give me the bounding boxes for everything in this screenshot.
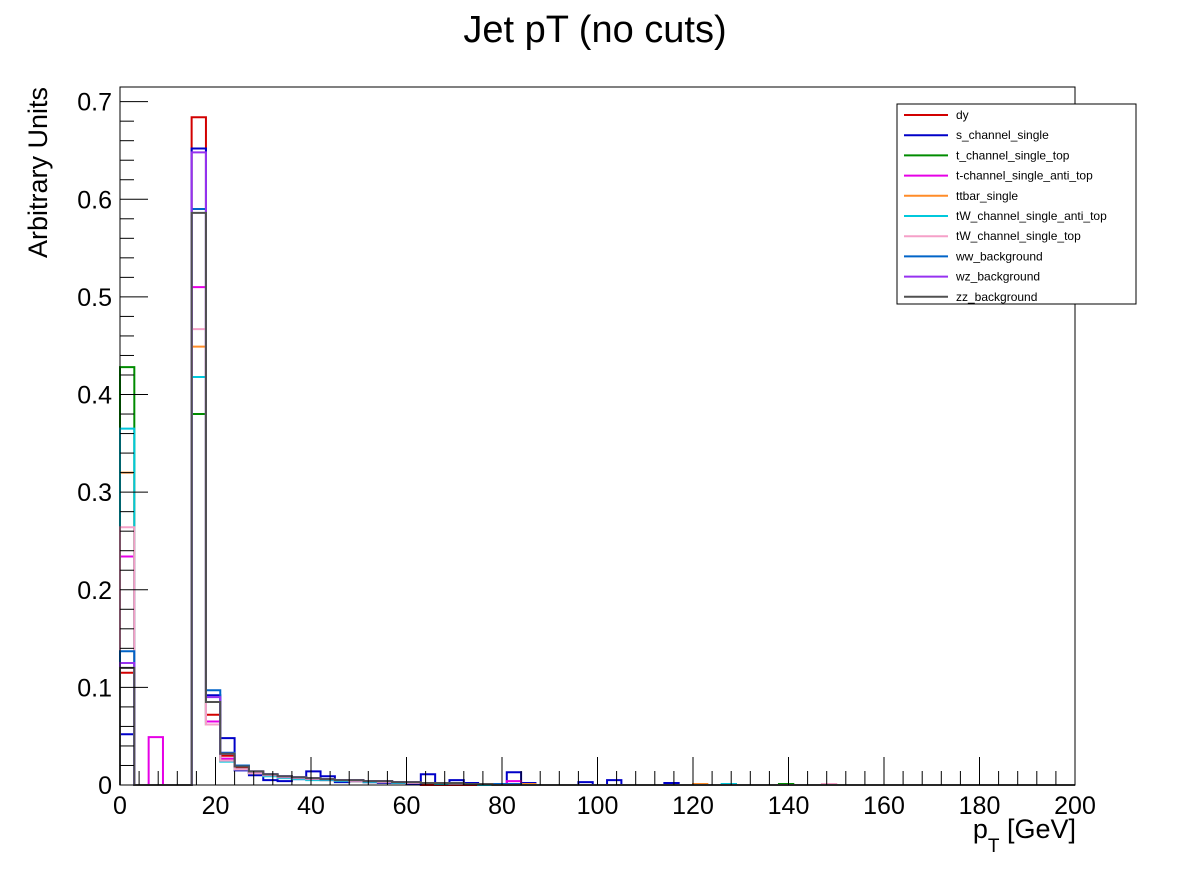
x-tick-label: 180 [959,792,1001,820]
legend-label: t-channel_single_anti_top [956,169,1093,183]
legend-entry: ttbar_single [904,189,1018,203]
legend-label: tW_channel_single_top [956,229,1081,243]
x-tick-label: 200 [1054,792,1096,820]
legend-label: t_channel_single_top [956,148,1070,162]
legend-label: tW_channel_single_anti_top [956,209,1107,223]
x-axis-label-subscript: T [988,836,1000,857]
legend-label: ttbar_single [956,189,1018,203]
y-tick-label: 0.1 [77,674,112,702]
legend-entry: wz_background [904,270,1040,284]
legend-entry: zz_background [904,290,1037,304]
x-axis-label: pT [GeV] [973,814,1076,857]
y-tick-label: 0.6 [77,186,112,214]
legend-label: dy [956,108,969,122]
legend-label: zz_background [956,290,1037,304]
y-tick-label: 0.4 [77,382,112,410]
legend-entry: ww_background [904,249,1043,263]
x-tick-label: 20 [202,792,230,820]
legend-label: wz_background [955,270,1040,284]
legend-entry: t_channel_single_top [904,148,1070,162]
legend-entry: tW_channel_single_anti_top [904,209,1107,223]
x-axis-ticks [119,757,1076,785]
y-tick-label: 0.5 [77,284,112,312]
y-tick-label: 0.3 [77,479,112,507]
x-tick-label: 80 [488,792,516,820]
y-tick-label: 0 [98,772,112,800]
y-axis-ticks [120,101,148,786]
y-axis-tick-labels: 0 0.1 0.2 0.3 0.4 0.5 0.6 0.7 [77,89,112,800]
x-tick-label: 120 [672,792,714,820]
x-tick-label: 60 [393,792,421,820]
x-tick-label: 40 [297,792,325,820]
x-tick-label: 140 [768,792,810,820]
legend-entry: t-channel_single_anti_top [904,169,1093,183]
legend-entry: s_channel_single [904,128,1049,142]
legend-entry: dy [904,108,969,122]
x-axis-label-unit: [GeV] [999,814,1076,844]
y-tick-label: 0.7 [77,89,112,117]
legend-entry: tW_channel_single_top [904,229,1081,243]
legend-label: s_channel_single [956,128,1049,142]
y-tick-label: 0.2 [77,577,112,605]
chart-title: Jet pT (no cuts) [463,9,726,51]
legend-box [896,103,1137,305]
x-axis-label-main: p [973,814,988,844]
x-tick-label: 100 [577,792,619,820]
x-tick-label: 160 [863,792,905,820]
legend-label: ww_background [955,249,1043,263]
legend: dy s_channel_single t_channel_single_top t-… [896,103,1137,305]
x-tick-label: 0 [113,792,127,820]
y-axis-label: Arbitrary Units [23,87,53,258]
legend-entries: dy s_channel_single t_channel_single_top t-… [904,108,1107,304]
x-axis-tick-labels: 0 20 40 60 80 100 120 140 160 180 200 [113,792,1096,820]
